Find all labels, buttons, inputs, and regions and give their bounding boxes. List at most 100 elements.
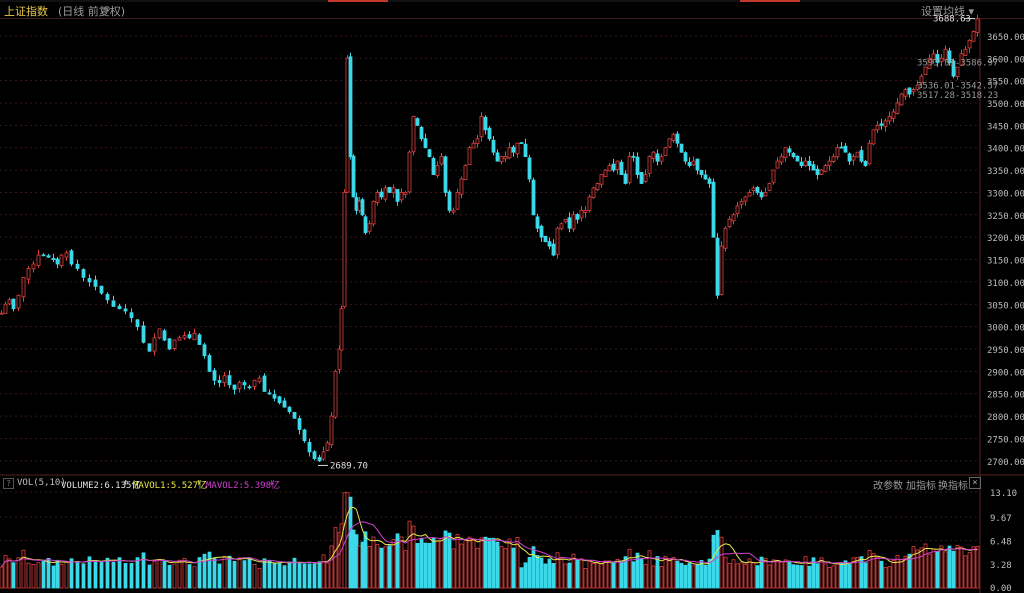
volume-bar — [523, 562, 528, 589]
price-tick-label: 3150.00 — [987, 257, 1024, 267]
close-icon[interactable]: × — [969, 477, 981, 489]
candle-body — [967, 39, 972, 49]
price-tick-label: 3450.00 — [987, 122, 1024, 132]
switch-indicator-button[interactable]: 换指标 — [938, 481, 968, 492]
candle-body — [337, 348, 342, 370]
volume-bar — [915, 549, 920, 589]
volume-bar — [147, 564, 152, 589]
help-icon[interactable]: ? — [3, 478, 14, 489]
candle-body — [51, 258, 56, 260]
settings-ma-button[interactable]: 设置均线 ▾ — [920, 5, 974, 18]
volume-bar — [871, 553, 876, 589]
candle-body — [93, 279, 98, 287]
volume-bar — [751, 562, 756, 589]
candle-body — [117, 305, 122, 310]
price-tick-label: 3550.00 — [987, 78, 1024, 88]
volume-bar — [427, 542, 432, 589]
candle-body — [99, 285, 104, 294]
volume-bar — [257, 567, 262, 589]
candle-body — [679, 143, 684, 153]
volume-bar — [403, 550, 408, 589]
volume-bar — [899, 559, 904, 589]
candle-body — [951, 60, 956, 77]
volume-bar — [903, 555, 908, 589]
volume-bar — [247, 557, 252, 589]
volume-bar — [655, 556, 660, 589]
volume-bar — [731, 559, 736, 589]
price-tick-label: 3650.00 — [987, 33, 1024, 43]
volume-bar — [167, 564, 172, 589]
volume-bar — [212, 557, 217, 589]
volume-bar — [555, 552, 560, 589]
volume-bar — [943, 551, 948, 589]
candle-body — [302, 429, 307, 442]
volume-bar — [141, 552, 146, 589]
volume-bar — [21, 549, 26, 589]
volume-bar — [855, 556, 860, 589]
volume-bar — [447, 532, 452, 589]
tab-accent-right — [740, 0, 800, 2]
volume-bar — [321, 554, 326, 589]
candle-body — [312, 451, 317, 459]
candle-body — [719, 245, 724, 295]
candle-body — [851, 156, 856, 161]
volume-bar — [59, 563, 64, 589]
candle-body — [342, 192, 347, 308]
volume-bar — [117, 557, 122, 589]
volume-bars — [0, 492, 980, 589]
volume-bar — [699, 560, 704, 589]
candle-body — [835, 147, 840, 158]
candle-body — [427, 149, 432, 158]
candle-body — [367, 223, 372, 232]
volume-bar — [619, 561, 624, 589]
candle-body — [691, 160, 696, 166]
volume-bar — [207, 551, 212, 589]
volume-bar — [911, 546, 916, 589]
volume-bar — [807, 565, 812, 589]
volume-bar — [851, 557, 856, 589]
candle-body — [403, 192, 408, 195]
candle-body — [287, 406, 292, 413]
volume-bar — [345, 492, 350, 589]
volume-bar — [222, 555, 227, 589]
candle-body — [787, 148, 792, 153]
add-indicator-button[interactable]: 加指标 — [906, 481, 936, 492]
volume-bar — [971, 546, 976, 589]
volume-bar — [687, 562, 692, 589]
index-title[interactable]: 上证指数 — [4, 5, 48, 18]
candle-body — [515, 142, 520, 155]
candle-body — [811, 164, 816, 171]
volume-bar — [735, 563, 740, 589]
candle-body — [655, 153, 660, 162]
volume-bar — [217, 563, 222, 589]
volume-tick-label: 6.48 — [990, 538, 1012, 548]
volume-bar — [182, 557, 187, 589]
volume-bar — [282, 565, 287, 589]
gear-icon[interactable]: ⚙ — [104, 4, 111, 15]
candle-body — [531, 179, 536, 216]
candle-body — [375, 192, 380, 203]
volume-bar — [799, 565, 804, 589]
change-params-button[interactable]: 改参数 — [873, 481, 903, 492]
volume-bar — [46, 557, 51, 589]
candle-body — [607, 165, 612, 172]
candle-body — [123, 308, 128, 312]
candle-body — [847, 153, 852, 162]
volume-bar — [135, 557, 140, 589]
volume-bar — [26, 562, 31, 589]
volume-bar — [162, 560, 167, 589]
candle-body — [571, 214, 576, 230]
price-tick-label: 3500.00 — [987, 100, 1024, 110]
settings-ma-label: 设置均线 — [920, 5, 965, 18]
volume-up-arrow: ↑ — [123, 478, 129, 488]
candle-body — [21, 277, 26, 298]
candle-body — [277, 396, 282, 404]
price-tick-label: 3400.00 — [987, 145, 1024, 155]
volume-bar — [567, 562, 572, 589]
volume-bar — [691, 565, 696, 589]
volume-bar — [312, 563, 317, 589]
candle-body — [182, 335, 187, 339]
volume-indicator-bar: ? VOL(5,10) VOLUME2:6.135亿 ↑ MAVOL1:5.52… — [0, 476, 1024, 492]
candle-body — [387, 187, 392, 193]
